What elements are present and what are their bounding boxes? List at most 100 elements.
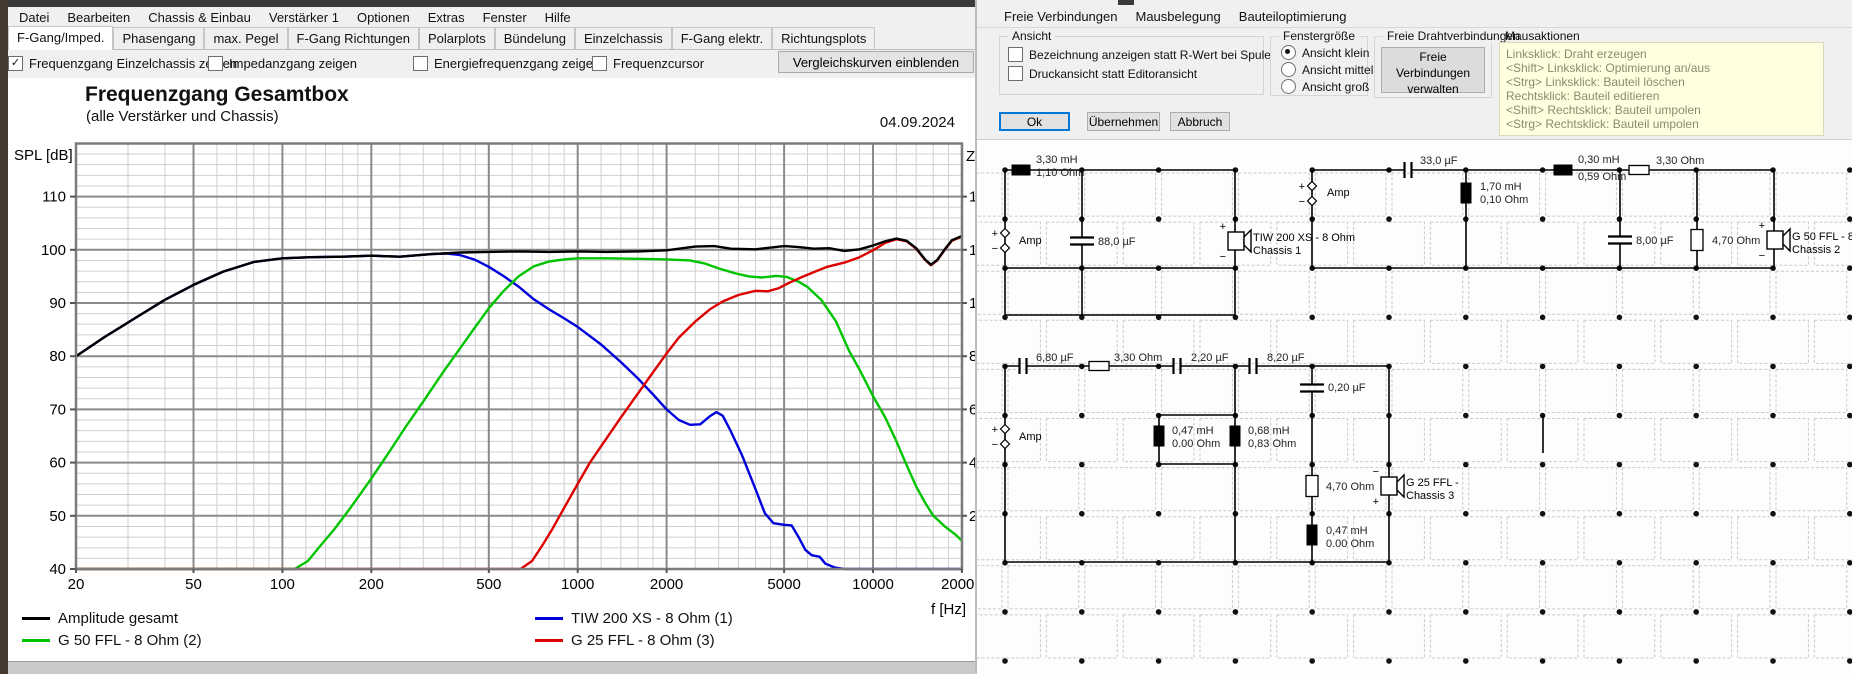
- menu-optionen[interactable]: Optionen: [356, 9, 410, 25]
- editor-menu-bauteiloptimierung[interactable]: Bauteiloptimierung: [1238, 8, 1347, 24]
- group-drahtverbindungen: Freie Drahtverbindungen Freie Verbindung…: [1374, 29, 1524, 98]
- speaker-symbol[interactable]: − + G 25 FFL -Chassis 3: [1373, 466, 1460, 508]
- component-value-label: 4,70 Ohm: [1326, 481, 1374, 493]
- svg-text:+: +: [1220, 221, 1226, 233]
- resistor-symbol[interactable]: [1088, 360, 1110, 372]
- radio-label: Ansicht groß: [1302, 79, 1370, 94]
- checkbox-label: Frequenzcursor: [613, 56, 705, 71]
- capacitor-symbol[interactable]: [1608, 235, 1632, 245]
- capacitor-symbol[interactable]: [1070, 236, 1094, 246]
- checkbox-label: Energiefrequenzgang zeigen: [434, 56, 601, 71]
- checkbox-energiefrequenzgang-zeigen[interactable]: Energiefrequenzgang zeigen: [413, 56, 600, 71]
- tab-phasengang[interactable]: Phasengang: [113, 27, 205, 50]
- resistor-symbol[interactable]: [1305, 474, 1319, 498]
- checkbox-frequenzcursor[interactable]: Frequenzcursor: [592, 56, 704, 71]
- x-tick-label: 20: [68, 576, 85, 593]
- mausaktion-hint: Rechtsklick: Bauteil editieren: [1506, 89, 1660, 103]
- amplifier-symbol[interactable]: + − Amp: [992, 423, 1042, 451]
- svg-text:−: −: [1220, 251, 1226, 263]
- tab-bar: F-Gang/Imped. Phasengang max. Pegel F-Gang …: [8, 26, 975, 50]
- editor-menu-bar: Freie Verbindungen Mausbelegung Bauteilopt…: [995, 5, 1355, 27]
- legend-swatch: [22, 617, 50, 620]
- y-axis-label: SPL [dB]: [14, 147, 73, 164]
- ok-button[interactable]: Ok: [999, 112, 1070, 131]
- apply-button[interactable]: Übernehmen: [1087, 112, 1160, 131]
- series-tiw-200-xs-8-ohm-1: [74, 252, 964, 571]
- amplifier-symbol[interactable]: + − Amp: [1299, 180, 1350, 208]
- tab-richtungsplots[interactable]: Richtungsplots: [772, 27, 876, 50]
- radio-button[interactable]: [1281, 79, 1296, 94]
- tab-polarplots[interactable]: Polarplots: [418, 27, 495, 50]
- group-ansicht-title: Ansicht: [1008, 29, 1056, 43]
- capacitor-symbol[interactable]: [1018, 358, 1028, 374]
- resistor-symbol[interactable]: [1690, 228, 1704, 252]
- cancel-button[interactable]: Abbruch: [1170, 112, 1230, 131]
- menu-hilfe[interactable]: Hilfe: [544, 9, 571, 25]
- tab-einzelchassis[interactable]: Einzelchassis: [574, 27, 672, 50]
- tab-max-pegel[interactable]: max. Pegel: [204, 27, 288, 50]
- inductor-symbol[interactable]: [1011, 164, 1031, 176]
- speaker-chassis-label: Chassis 3: [1406, 490, 1454, 502]
- radio-ansicht-mittel[interactable]: Ansicht mittel: [1281, 62, 1373, 77]
- menu-extras[interactable]: Extras: [427, 9, 465, 25]
- radio-button[interactable]: [1281, 45, 1296, 60]
- amplifier-symbol[interactable]: + − Amp: [992, 227, 1042, 255]
- y-tick-label: 70: [49, 401, 66, 418]
- component-value-label: 8,00 µF: [1636, 235, 1674, 247]
- component-value-label: 0,59 Ohm: [1578, 171, 1626, 183]
- amp-label: Amp: [1019, 431, 1042, 443]
- tab-f-gang-richtungen[interactable]: F-Gang Richtungen: [287, 27, 419, 50]
- menu-chassis-einbau[interactable]: Chassis & Einbau: [148, 9, 251, 25]
- component-value-label: 88,0 µF: [1098, 236, 1136, 248]
- window-icon: [1118, 0, 1134, 5]
- tab-f-gang-imped[interactable]: F-Gang/Imped.: [8, 26, 114, 50]
- y-tick-label: 90: [49, 295, 66, 312]
- checkbox-frequenzgang-einzelchassis-zeigen[interactable]: ✓ Frequenzgang Einzelchassis zeigen: [8, 56, 237, 71]
- checkbox-label: Druckansicht statt Editoransicht: [1029, 66, 1198, 81]
- menu-datei[interactable]: Datei: [19, 9, 50, 25]
- inductor-symbol[interactable]: [1229, 425, 1241, 447]
- editor-menu-mausbelegung[interactable]: Mausbelegung: [1135, 8, 1221, 24]
- crossover-schematic-canvas[interactable]: +−Amp+−Amp+−Amp+−TIW 200 XS - 8 OhmChass…: [977, 140, 1852, 674]
- inductor-symbol[interactable]: [1460, 182, 1472, 204]
- inductor-symbol[interactable]: [1306, 524, 1318, 546]
- mausaktion-hint: Linksklick: Draht erzeugen: [1506, 47, 1647, 61]
- menu-fenster[interactable]: Fenster: [482, 9, 527, 25]
- series-amplitude-gesamt: [74, 234, 964, 358]
- checkbox-box[interactable]: [1008, 66, 1023, 81]
- simulation-window: Datei Bearbeiten Chassis & Einbau Verstärke…: [0, 0, 975, 674]
- y2-tick-label: 2: [969, 508, 975, 525]
- tab-f-gang-elektr[interactable]: F-Gang elektr.: [671, 27, 773, 50]
- checkbox-bezeichnung-anzeigen-statt-r-wert-bei-spulen[interactable]: Bezeichnung anzeigen statt R-Wert bei Sp…: [1008, 47, 1278, 62]
- radio-button[interactable]: [1281, 62, 1296, 77]
- component-value-label: 0.00 Ohm: [1326, 538, 1374, 550]
- checkbox-box[interactable]: ✓: [8, 56, 23, 71]
- radio-ansicht-groß[interactable]: Ansicht groß: [1281, 79, 1369, 94]
- mausaktionen-info-panel: Linksklick: Draht erzeugen <Shift> Linksk…: [1499, 42, 1824, 136]
- menu-bearbeiten[interactable]: Bearbeiten: [67, 9, 131, 25]
- checkbox-impedanzgang-zeigen[interactable]: Impedanzgang zeigen: [208, 56, 357, 71]
- inductor-symbol[interactable]: [1553, 164, 1573, 176]
- checkbox-druckansicht-statt-editoransicht[interactable]: Druckansicht statt Editoransicht: [1008, 66, 1197, 81]
- checkbox-box[interactable]: [413, 56, 428, 71]
- capacitor-symbol[interactable]: [1403, 162, 1413, 178]
- checkbox-box[interactable]: [208, 56, 223, 71]
- checkbox-box[interactable]: [1008, 47, 1023, 62]
- inductor-symbol[interactable]: [1153, 425, 1165, 447]
- editor-menu-freie-verbindungen[interactable]: Freie Verbindungen: [1004, 8, 1118, 24]
- resistor-symbol[interactable]: [1628, 164, 1650, 176]
- status-strip: [8, 661, 975, 674]
- capacitor-symbol[interactable]: [1248, 358, 1258, 374]
- capacitor-symbol[interactable]: [1300, 383, 1324, 393]
- capacitor-symbol[interactable]: [1172, 358, 1182, 374]
- compare-curves-button[interactable]: Vergleichskurven einblenden: [778, 51, 974, 73]
- radio-ansicht-klein[interactable]: Ansicht klein: [1281, 45, 1369, 60]
- tab-bündelung[interactable]: Bündelung: [494, 27, 575, 50]
- checkbox-box[interactable]: [592, 56, 607, 71]
- mausaktionen-title: Mausaktionen: [1505, 29, 1580, 43]
- menu-verstärker-1[interactable]: Verstärker 1: [268, 9, 339, 25]
- component-value-label: 0,47 mH: [1326, 525, 1368, 537]
- manage-connections-button[interactable]: Freie Verbindungen verwalten: [1381, 47, 1485, 96]
